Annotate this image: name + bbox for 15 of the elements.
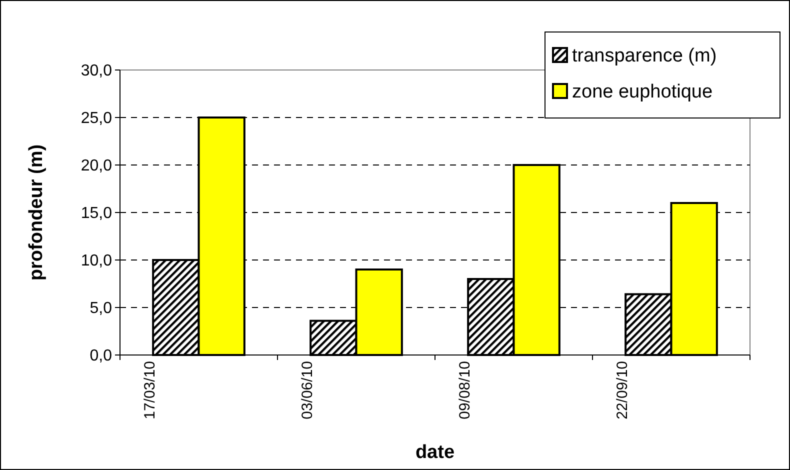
y-tick-label: 5,0 <box>90 300 112 318</box>
x-tick-label: 22/09/10 <box>614 361 631 420</box>
y-tick-label: 30,0 <box>80 62 112 80</box>
legend-label: transparence (m) <box>572 46 717 67</box>
y-tick-label: 20,0 <box>80 158 112 175</box>
legend-label: zone euphotique <box>572 82 713 103</box>
x-tick-label: 03/06/10 <box>298 361 316 420</box>
y-tick-label: 25,0 <box>80 110 112 128</box>
y-tick-label: 10,0 <box>80 252 112 270</box>
y-tick-label: 0,0 <box>90 348 112 365</box>
x-tick-label: 09/08/10 <box>456 361 474 420</box>
y-tick-label: 15,0 <box>80 205 112 222</box>
x-axis-title: date <box>415 442 455 463</box>
x-tick-label: 17/03/10 <box>141 361 158 420</box>
y-axis-title: profondeur (m) <box>26 144 47 281</box>
